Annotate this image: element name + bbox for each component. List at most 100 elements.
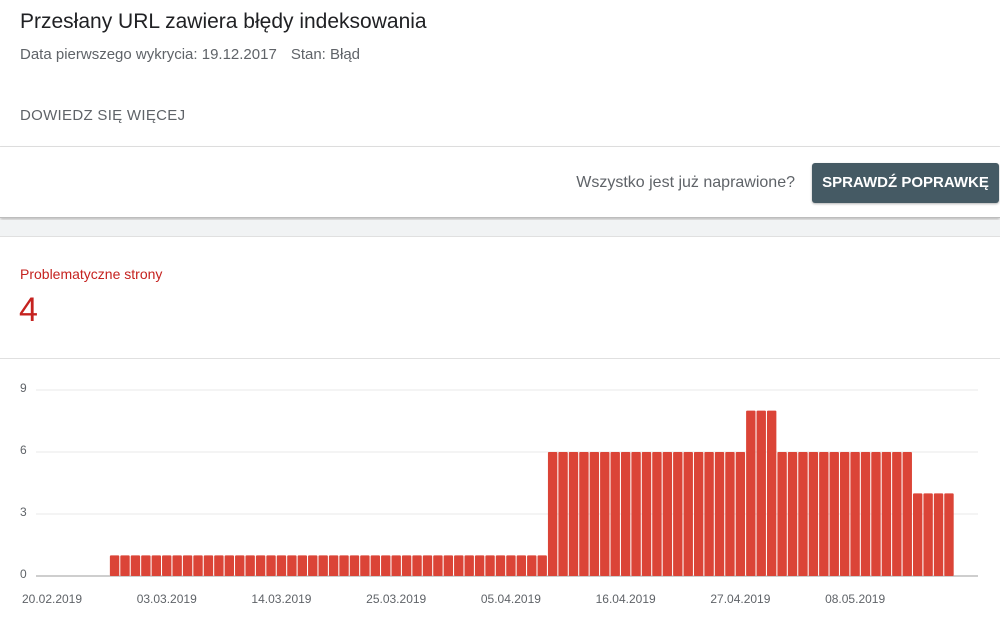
subtitle: Data pierwszego wykrycia: 19.12.2017 Stan… <box>20 46 374 63</box>
bar <box>819 452 829 576</box>
first-detected: Data pierwszego wykrycia: 19.12.2017 <box>20 46 277 63</box>
x-tick-label: 05.04.2019 <box>481 592 541 606</box>
bar <box>516 555 527 576</box>
page-title: Przesłany URL zawiera błędy indeksowania <box>20 10 427 33</box>
bar <box>735 452 746 576</box>
bar <box>318 555 328 576</box>
bar <box>214 555 224 576</box>
bar <box>839 452 850 576</box>
bar <box>693 452 704 576</box>
bar <box>860 452 871 576</box>
bar <box>182 555 193 576</box>
fix-bar: Wszystko jest już naprawione? SPRAWDŹ PO… <box>0 147 1000 218</box>
bar <box>610 452 620 576</box>
bar <box>568 452 579 576</box>
bar <box>245 555 255 576</box>
validate-fix-button[interactable]: SPRAWDŹ POPRAWKĘ <box>812 163 999 203</box>
bar <box>829 452 839 576</box>
x-tick-label: 16.04.2019 <box>596 592 656 606</box>
bar <box>673 452 683 576</box>
x-tick-label: 27.04.2019 <box>710 592 770 606</box>
bar <box>777 452 787 576</box>
x-tick-label: 14.03.2019 <box>251 592 311 606</box>
y-tick-label: 3 <box>20 505 27 519</box>
bar <box>193 555 203 576</box>
bar <box>339 555 349 576</box>
bar <box>631 452 641 576</box>
bar <box>276 555 287 576</box>
bar <box>485 555 495 576</box>
bar <box>547 452 558 576</box>
bar <box>474 555 485 576</box>
bar <box>224 555 235 576</box>
bar <box>287 555 297 576</box>
status: Stan: Błąd <box>290 46 361 63</box>
summary-label: Problematyczne strony <box>20 266 163 282</box>
bar <box>558 452 568 576</box>
bar <box>266 555 276 576</box>
fix-question: Wszystko jest już naprawione? <box>576 174 795 191</box>
bar <box>589 452 600 576</box>
bar <box>944 493 954 576</box>
bar <box>600 452 610 576</box>
bar <box>766 410 777 576</box>
y-tick-label: 0 <box>20 567 27 581</box>
bar <box>433 555 443 576</box>
bar <box>912 493 923 576</box>
bar <box>537 555 547 576</box>
bar <box>120 555 130 576</box>
gap <box>0 220 1000 236</box>
bar <box>798 452 808 576</box>
bar <box>172 555 182 576</box>
bar <box>892 452 902 576</box>
bar <box>130 555 141 576</box>
bar <box>381 555 391 576</box>
bar <box>297 555 308 576</box>
divider <box>0 358 1000 359</box>
bar <box>725 452 735 576</box>
bar <box>141 555 151 576</box>
bar <box>391 555 401 576</box>
y-tick-label: 9 <box>20 381 27 395</box>
bar <box>756 410 766 576</box>
bar <box>902 452 912 576</box>
bar <box>109 555 120 576</box>
bar <box>850 452 860 576</box>
bar <box>151 555 161 576</box>
bar <box>506 555 516 576</box>
bar <box>308 555 318 576</box>
bar <box>933 493 944 576</box>
summary-count: 4 <box>19 291 38 329</box>
bar <box>746 410 756 576</box>
learn-more-link[interactable]: DOWIEDZ SIĘ WIĘCEJ <box>20 107 186 124</box>
x-tick-label: 03.03.2019 <box>137 592 197 606</box>
bar <box>370 555 381 576</box>
bar <box>579 452 589 576</box>
bar <box>328 555 339 576</box>
bar <box>662 452 673 576</box>
bar <box>704 452 714 576</box>
bar <box>923 493 933 576</box>
bar <box>162 555 172 576</box>
bar <box>360 555 370 576</box>
bar <box>203 555 214 576</box>
bar <box>527 555 537 576</box>
bar <box>349 555 360 576</box>
x-tick-label: 08.05.2019 <box>825 592 885 606</box>
bar <box>714 452 725 576</box>
bar <box>881 452 892 576</box>
bar <box>683 452 693 576</box>
x-tick-label: 20.02.2019 <box>22 592 82 606</box>
bar <box>652 452 662 576</box>
bar <box>422 555 433 576</box>
bar <box>495 555 506 576</box>
bar <box>787 452 798 576</box>
y-tick-label: 6 <box>20 443 27 457</box>
bar <box>808 452 819 576</box>
x-tick-label: 25.03.2019 <box>366 592 426 606</box>
bar <box>641 452 652 576</box>
bar <box>871 452 881 576</box>
bar <box>454 555 464 576</box>
bar <box>443 555 454 576</box>
